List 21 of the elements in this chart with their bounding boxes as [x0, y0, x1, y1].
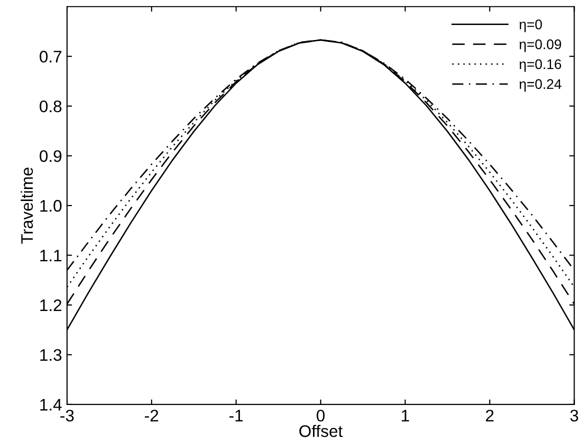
x-axis-title: Offset: [299, 424, 343, 438]
legend-label: η=0.16: [520, 59, 562, 72]
y-tick-label: 1.4: [40, 399, 62, 410]
y-tick-label: 0.9: [40, 150, 62, 162]
y-tick-label: 0.7: [40, 50, 62, 63]
x-tick-label: 2: [486, 410, 494, 422]
x-tick-label: -3: [60, 410, 74, 422]
x-tick-label: -1: [229, 410, 243, 422]
y-axis-title: Traveltime: [20, 168, 33, 244]
x-tick-label: 3: [570, 410, 578, 422]
legend-label: η=0: [520, 19, 542, 32]
y-tick-label: 0.8: [40, 100, 62, 112]
legend-label: η=0.09: [520, 39, 562, 52]
y-tick-label: 1.1: [40, 250, 62, 262]
x-tick-label: 0: [316, 410, 325, 422]
y-tick-label: 1.0: [40, 200, 62, 212]
y-tick-label: 1.2: [40, 299, 62, 312]
legend-label: η=0.24: [520, 79, 562, 92]
x-tick-label: -2: [144, 410, 158, 422]
x-tick-label: 1: [402, 410, 410, 422]
y-tick-label: 1.3: [40, 349, 62, 361]
